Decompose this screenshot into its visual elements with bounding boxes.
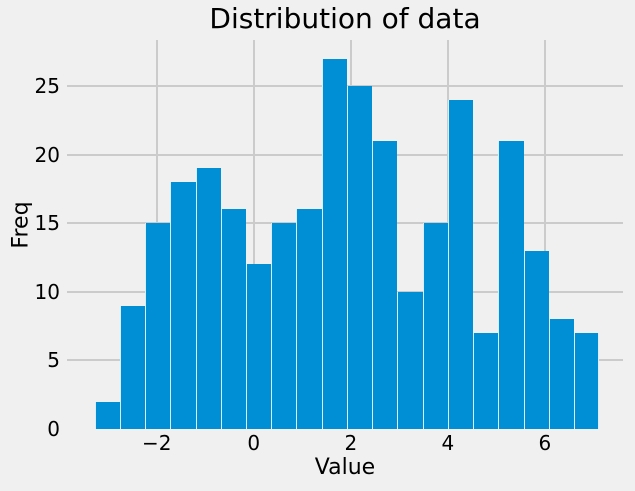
- histogram-bar: [473, 332, 499, 429]
- histogram-bar: [523, 250, 549, 429]
- x-gridline: [252, 40, 255, 429]
- histogram-bar: [195, 168, 221, 429]
- histogram-bar: [372, 140, 398, 429]
- histogram-bar: [220, 209, 247, 429]
- x-tick-label: 6: [538, 431, 552, 455]
- y-tick-label: 15: [34, 211, 60, 236]
- y-tick-label: 20: [34, 142, 60, 167]
- histogram-bar: [321, 58, 347, 429]
- y-tick-label: 5: [47, 348, 60, 373]
- histogram-bar: [119, 305, 146, 429]
- chart-title: Distribution of data: [209, 2, 481, 35]
- y-tick-label: 10: [34, 279, 60, 304]
- histogram-bar: [170, 182, 196, 429]
- histogram-bar: [397, 291, 423, 429]
- histogram-bar: [346, 85, 373, 429]
- histogram-bar: [94, 401, 120, 429]
- y-tick-label: 25: [34, 73, 60, 98]
- x-tick-label: −2: [142, 431, 172, 455]
- y-tick-label: 0: [47, 417, 60, 441]
- x-tick-label: 0: [247, 431, 261, 455]
- histogram-bar: [447, 99, 474, 429]
- histogram-bar: [296, 209, 322, 429]
- histogram-bar: [498, 140, 524, 429]
- histogram-bar: [573, 332, 600, 429]
- histogram-bar: [271, 223, 297, 429]
- histogram-bar: [145, 223, 171, 429]
- x-axis-label: Value: [314, 455, 376, 480]
- x-tick-label: 4: [441, 431, 455, 455]
- x-gridline: [543, 40, 546, 429]
- plot-area: [67, 40, 623, 429]
- histogram-bar: [548, 319, 574, 429]
- x-tick-label: 2: [344, 431, 358, 455]
- histogram-bar: [246, 264, 272, 429]
- histogram-bar: [422, 223, 448, 429]
